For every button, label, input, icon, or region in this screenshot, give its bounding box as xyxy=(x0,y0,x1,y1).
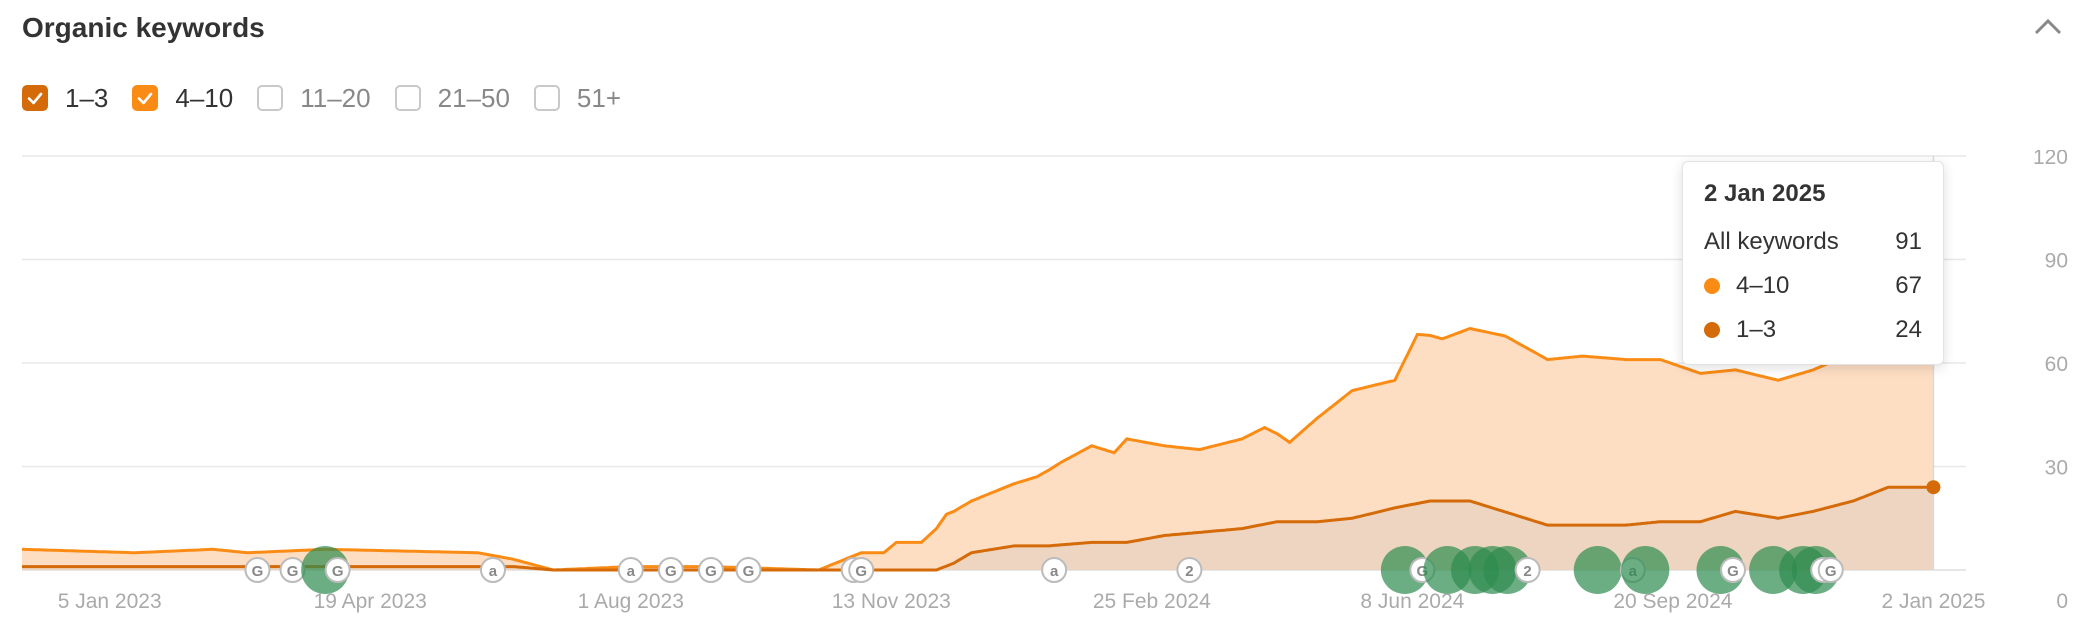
tooltip-row-value: 91 xyxy=(1895,228,1922,255)
filter-label: 4–10 xyxy=(175,82,234,113)
event-icon-label: 2 xyxy=(1185,563,1193,580)
tooltip-row-label: 4–10 xyxy=(1736,272,1790,299)
checkmark-icon xyxy=(138,92,153,105)
series-dot-icon xyxy=(1704,278,1720,294)
x-tick-label: 25 Feb 2024 xyxy=(1093,590,1211,613)
tooltip-row: 4–10 67 xyxy=(1704,264,1922,308)
tooltip-row-label: 1–3 xyxy=(1736,316,1777,343)
x-tick-label: 1 Aug 2023 xyxy=(578,590,684,613)
tooltip-date: 2 Jan 2025 xyxy=(1704,180,1826,207)
y-tick-label: 0 xyxy=(2056,590,2068,613)
filter-label: 1–3 xyxy=(65,82,109,113)
event-marker[interactable] xyxy=(1621,546,1670,594)
filter-21–50[interactable]: 21–50 xyxy=(394,82,510,114)
event-icon-label: G xyxy=(743,563,755,580)
x-tick-label: 20 Sep 2024 xyxy=(1613,590,1732,613)
event-icon[interactable] xyxy=(244,557,271,583)
tooltip-row: 1–3 24 xyxy=(1704,308,1922,352)
x-tick-label: 13 Nov 2023 xyxy=(832,590,951,613)
x-tick-label: 5 Jan 2023 xyxy=(58,590,162,613)
x-tick-label: 8 Jun 2024 xyxy=(1360,590,1464,613)
x-tick-label: 19 Apr 2023 xyxy=(314,590,427,613)
panel-header: Organic keywords xyxy=(22,6,2068,56)
tooltip-row-value: 24 xyxy=(1895,316,1922,343)
event-icon-label: 2 xyxy=(1523,563,1531,580)
event-icon-label: G xyxy=(705,563,717,580)
event-icon[interactable] xyxy=(1720,557,1747,583)
event-icon[interactable] xyxy=(657,557,684,583)
event-icon[interactable] xyxy=(324,557,351,583)
event-icon-label: a xyxy=(627,563,636,580)
event-icon-label: G xyxy=(1417,563,1429,580)
filter-label: 51+ xyxy=(576,82,622,113)
event-marker[interactable] xyxy=(1573,546,1622,594)
panel-title: Organic keywords xyxy=(22,12,265,43)
collapse-button[interactable] xyxy=(2028,8,2068,48)
filter-1–3[interactable]: 1–3 xyxy=(22,83,108,114)
event-icon[interactable] xyxy=(1041,557,1068,583)
filter-11–20[interactable]: 11–20 xyxy=(257,82,371,114)
event-icon-label: G xyxy=(855,563,867,580)
y-tick-label: 120 xyxy=(2033,150,2068,169)
event-icon[interactable] xyxy=(1176,557,1203,583)
event-icon[interactable] xyxy=(735,557,762,583)
chart-tooltip: 2 Jan 2025 All keywords 91 4–10 67 1–3 24 xyxy=(1682,161,1944,365)
y-tick-label: 60 xyxy=(2045,353,2068,376)
x-tick-label: 2 Jan 2025 xyxy=(1881,590,1985,613)
filter-label: 11–20 xyxy=(300,82,371,113)
event-icon[interactable] xyxy=(479,557,506,583)
tooltip-row: All keywords 91 xyxy=(1704,220,1922,264)
tooltip-row-value: 67 xyxy=(1895,272,1922,299)
position-filters: 1–3 4–10 11–20 21–50 51+ xyxy=(22,78,645,118)
filter-51+[interactable]: 51+ xyxy=(533,82,622,114)
event-icon[interactable] xyxy=(1514,557,1541,583)
event-icon[interactable] xyxy=(1817,557,1844,583)
tooltip-row-label: All keywords xyxy=(1704,228,1839,255)
marker-1-3 xyxy=(1926,480,1941,495)
filter-checkbox[interactable] xyxy=(394,85,421,111)
series-line-4-10 xyxy=(21,255,1935,572)
filter-4–10[interactable]: 4–10 xyxy=(132,83,233,114)
event-icon-label: G xyxy=(665,563,677,580)
chevron-up-icon xyxy=(2034,18,2062,35)
event-icon-label: G xyxy=(252,563,264,580)
y-tick-label: 30 xyxy=(2045,457,2068,480)
checkmark-icon xyxy=(27,92,43,105)
y-tick-label: 90 xyxy=(2045,250,2068,273)
series-dot-icon xyxy=(1704,322,1720,338)
event-icon-label: a xyxy=(1050,563,1059,580)
filter-checkbox[interactable] xyxy=(22,85,48,111)
event-icon-label: G xyxy=(332,563,344,580)
filter-checkbox[interactable] xyxy=(533,85,560,111)
event-icon-label: G xyxy=(1727,563,1739,580)
event-icon[interactable] xyxy=(848,557,875,583)
event-icon[interactable] xyxy=(697,557,724,583)
filter-label: 21–50 xyxy=(437,82,510,113)
event-icon-label: G xyxy=(1825,563,1837,580)
event-marker[interactable] xyxy=(1380,546,1429,594)
filter-checkbox[interactable] xyxy=(132,85,159,111)
filter-checkbox[interactable] xyxy=(257,85,284,111)
event-marker[interactable] xyxy=(1483,546,1532,594)
organic-keywords-chart: 0306090120GGGaaGGGGGa2G2aGGG5 Jan 202319… xyxy=(21,150,2068,613)
event-icon[interactable] xyxy=(617,557,644,583)
event-icon-label: G xyxy=(287,563,299,580)
event-icon-label: a xyxy=(489,563,498,580)
